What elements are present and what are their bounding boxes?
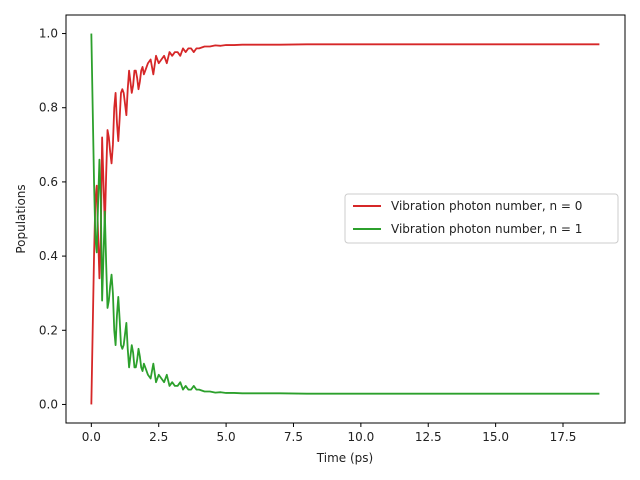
x-axis-label: Time (ps) [316,451,373,465]
x-tick-label: 7.5 [284,430,303,444]
y-tick-label: 0.8 [39,101,58,115]
x-tick-label: 2.5 [149,430,168,444]
x-tick-label: 5.0 [217,430,236,444]
x-tick-label: 10.0 [348,430,375,444]
x-tick-label: 12.5 [415,430,442,444]
series-line-n1 [90,33,600,395]
x-axis-ticks: 0.0 2.5 5.0 7.5 10.0 12.5 15.0 17.5 [82,423,577,444]
y-tick-label: 1.0 [39,27,58,41]
legend-label-n1: Vibration photon number, n = 1 [391,222,582,236]
y-axis-label: Populations [14,184,28,253]
y-tick-label: 0.2 [39,323,58,337]
y-axis-ticks: 0.0 0.2 0.4 0.6 0.8 1.0 [39,27,66,411]
plot-lines [90,33,600,405]
y-tick-label: 0.6 [39,175,58,189]
plot-frame [65,14,626,424]
y-tick-label: 0.4 [39,249,58,263]
legend: Vibration photon number, n = 0 Vibration… [344,193,619,244]
legend-box [344,193,619,244]
series-line-n0 [90,43,600,405]
legend-label-n0: Vibration photon number, n = 0 [391,199,582,213]
x-tick-label: 0.0 [82,430,101,444]
x-tick-label: 15.0 [482,430,509,444]
x-tick-label: 17.5 [550,430,577,444]
y-tick-label: 0.0 [39,397,58,411]
